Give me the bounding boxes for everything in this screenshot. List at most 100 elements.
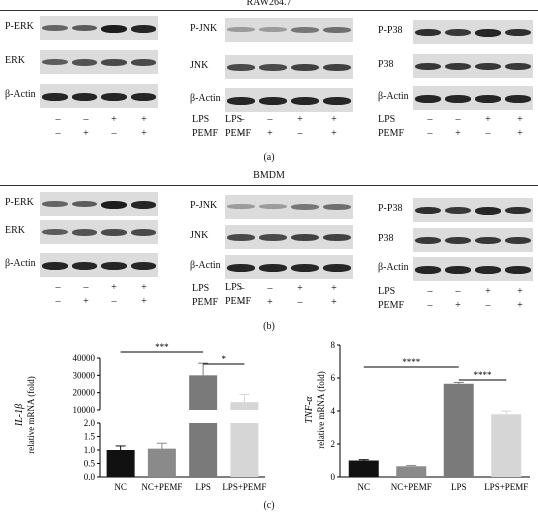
il1b-upper-tick-label: 30000 [73, 370, 96, 380]
panel_a-p-erk-band-lane-1 [42, 25, 68, 32]
panel_a-pemf-sign-0-2: + [83, 128, 89, 139]
panel_a-pemf-sign-2-2: + [455, 128, 461, 139]
panel_a-erk-band-lane-3 [101, 59, 127, 66]
panel_a-lps-sign-2-3: + [485, 114, 491, 125]
tnfa-tick-label: 4 [331, 406, 336, 416]
panel_b-actin-band-lane-4 [323, 264, 351, 272]
tnfa-bar [491, 414, 522, 477]
panel_b-lps-sign-0-3: + [111, 282, 117, 293]
panel-c-charts: 0.0 0.5 1.0 1.5 2.0 10000 20000 30000 40000 IL-1β… [14, 340, 530, 492]
panel-c-caption: (c) [263, 500, 275, 511]
panel_a-pemf-sign-2-4: + [517, 128, 523, 139]
panel_b-p-jnk-label-1: P-JNK [190, 200, 218, 211]
panel_b-actin-blot-0 [40, 253, 158, 277]
panel_b-p-jnk-blot-1 [225, 195, 353, 219]
panel_b-p38-blot-2 [413, 228, 533, 252]
panel_b-lps-sign-1-1: – [239, 283, 245, 294]
panel_b-p-p38-band-lane-3 [475, 207, 501, 215]
panel_a-actin-band-lane-4 [323, 97, 351, 105]
panel_a-lps-sign-2-4: + [517, 114, 523, 125]
panel_a-lps-sign-0-2: – [83, 114, 89, 125]
tnfa-tick-label: 6 [331, 373, 336, 383]
panel_b-pemf-sign-0-1: – [55, 296, 61, 307]
panel_b-p-p38-band-lane-4 [505, 207, 531, 215]
il1b-bar-upper [189, 375, 218, 410]
panel_b-actin-band-lane-4 [505, 266, 531, 274]
panel_b-erk-label-0: ERK [5, 225, 25, 236]
panel_a-pemf-sign-0-1: – [55, 128, 61, 139]
panel_b-lps-sign-1-3: + [297, 283, 303, 294]
il1b-ylabel-gene: IL-1β [14, 404, 25, 427]
panel_a-actin-blot-0 [40, 84, 158, 108]
panel_b-p-erk-band-lane-1 [42, 201, 68, 208]
panel_a-jnk-band-lane-3 [291, 64, 319, 71]
panel_b-actin-band-lane-1 [42, 262, 68, 270]
panel_b-lps-sign-0-2: – [83, 282, 89, 293]
panel_b-p38-band-lane-4 [505, 237, 531, 245]
il1b-category-label: NC+PEMF [141, 482, 182, 492]
il1b-upper-tick-label: 40000 [73, 353, 96, 363]
il1b-bar [106, 450, 135, 477]
tnfa-category-label: LPS+PEMF [484, 482, 528, 492]
panel_a-erk-band-lane-2 [71, 59, 97, 66]
panel_a-p-jnk-band-lane-3 [291, 27, 319, 33]
panel_a-p38-band-lane-3 [475, 63, 501, 71]
panel_b-actin-blot-1 [225, 255, 353, 279]
panel_b-pemf-sign-2-4: + [517, 300, 523, 311]
il1b-chart: 0.0 0.5 1.0 1.5 2.0 10000 20000 30000 40000 IL-1β… [14, 342, 266, 492]
panel_b-p-p38-band-lane-2 [445, 207, 471, 215]
panel_a-pemf-label-1: PEMF [192, 128, 219, 139]
panel_b-jnk-band-lane-4 [323, 234, 351, 241]
panel_a-actin-band-lane-2 [259, 97, 287, 105]
panel_b-lps-sign-0-4: + [141, 282, 147, 293]
panel_b-p-erk-blot-0 [40, 192, 158, 216]
il1b-upper-tick-label: 20000 [73, 388, 96, 398]
panel_b-jnk-band-lane-3 [291, 234, 319, 241]
panel_a-p-jnk-label-1: P-JNK [190, 23, 218, 34]
panel_b-lps-sign-1-2: – [267, 283, 273, 294]
panel_a-p-p38-band-lane-4 [505, 29, 531, 37]
panel_b-actin-band-lane-4 [130, 262, 156, 270]
tnfa-ylabel-unit: relative mRNA (fold) [316, 371, 326, 448]
panel_b-p-erk-band-lane-2 [71, 201, 97, 208]
panel_b-lps-sign-1-4: + [331, 283, 337, 294]
panel_a-actin-blot-1 [225, 88, 353, 112]
panel_b-actin-band-lane-1 [415, 266, 441, 274]
panel_b-actin-band-lane-3 [291, 264, 319, 272]
panel_b-p-p38-band-lane-1 [415, 207, 441, 215]
panel_b-actin-band-lane-2 [259, 264, 287, 272]
panel_a-actin-band-lane-1 [42, 93, 68, 101]
il1b-lower-tick-label: 2.0 [84, 418, 96, 428]
panel-a-caption: (a) [263, 152, 275, 163]
il1b-ylabel-unit: relative mRNA (fold) [26, 376, 36, 453]
panel_b-actin-band-lane-3 [475, 266, 501, 274]
il1b-lower-tick-label: 0.5 [84, 459, 96, 469]
panel_a-p38-band-lane-4 [505, 63, 531, 71]
panel_a-erk-band-lane-1 [42, 59, 68, 66]
panel_a-lps-sign-0-4: + [141, 114, 147, 125]
panel_a-p-p38-band-lane-3 [475, 29, 501, 37]
il1b-bar-lower [230, 423, 259, 477]
panel_b-pemf-sign-2-2: + [455, 300, 461, 311]
panel_b-pemf-sign-0-3: – [111, 296, 117, 307]
tnfa-bar [348, 460, 379, 477]
panel_b-pemf-label-1: PEMF [192, 297, 219, 308]
il1b-bar [147, 448, 176, 477]
panel_a-actin-band-lane-4 [505, 95, 531, 103]
panel_b-pemf-sign-1-1: – [239, 297, 245, 308]
panel_a-lps-label-0: LPS [225, 114, 243, 125]
panel_a-p-erk-band-lane-3 [101, 25, 127, 33]
panel_a-p-p38-blot-2 [413, 20, 533, 44]
panel_b-erk-band-lane-1 [42, 229, 68, 236]
panel_a-jnk-band-lane-2 [259, 64, 287, 71]
panel_a-lps-sign-2-2: – [455, 114, 461, 125]
panel_a-actin-blot-2 [413, 86, 533, 110]
panel_b-p-erk-band-lane-3 [101, 201, 127, 209]
panel-a-cell-title: RAW264.7 [246, 0, 292, 8]
il1b-bar-lower [189, 423, 218, 477]
panel_b-p-jnk-band-lane-2 [259, 204, 287, 209]
panel_a-p-erk-label-0: P-ERK [5, 21, 34, 32]
panel_a-erk-label-0: ERK [5, 55, 25, 66]
il1b-category-label: NC [114, 482, 127, 492]
panel_b-p-erk-band-lane-4 [130, 201, 156, 209]
